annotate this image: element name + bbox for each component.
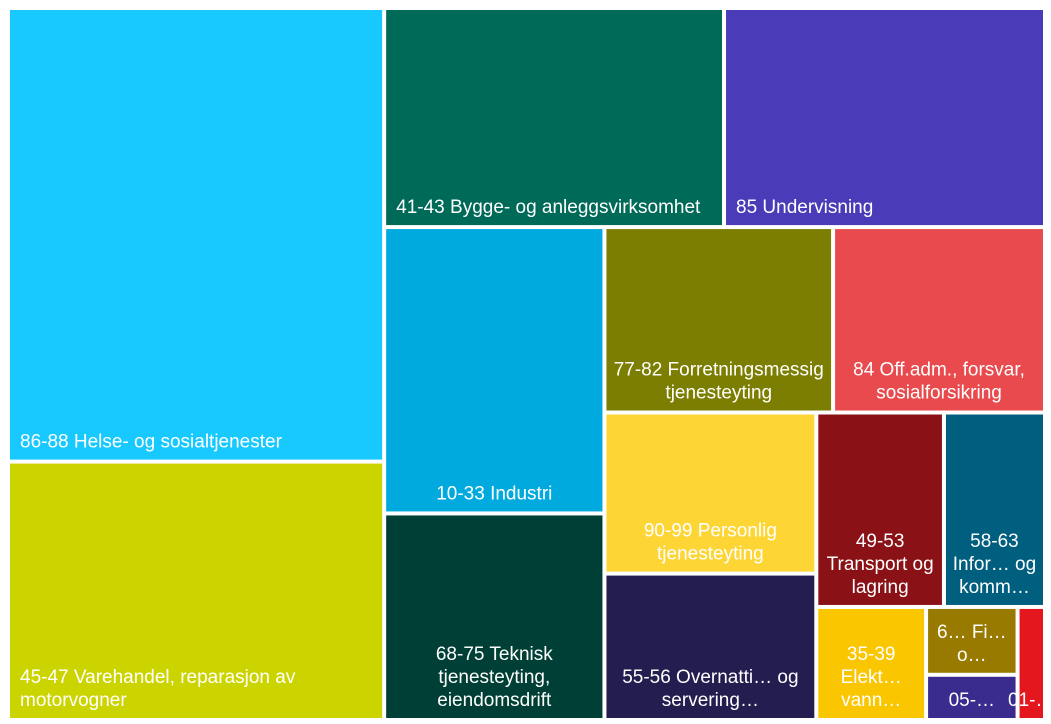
tile	[386, 515, 603, 718]
tile-label: 49-53 Transport og lagring	[827, 531, 934, 598]
tile-label: 55-56 Overnatti… og servering…	[622, 667, 798, 711]
tile	[928, 608, 1016, 673]
tile	[606, 229, 832, 411]
tile	[10, 463, 383, 718]
tile	[606, 575, 815, 718]
tile-label: 01-…	[1008, 690, 1051, 711]
tile	[1019, 608, 1043, 718]
tile	[945, 414, 1043, 605]
tile	[386, 10, 723, 226]
tile	[835, 229, 1043, 411]
tile	[386, 229, 603, 512]
tile	[606, 414, 815, 572]
tile	[928, 676, 1016, 718]
tile-label: 86-88 Helse- og sosialtjenester	[20, 432, 283, 453]
tile-label: 77-82 Forretningsmessig tjenesteyting	[614, 360, 824, 404]
tile-label: 05-…	[949, 690, 995, 711]
tile	[818, 608, 925, 718]
tile	[726, 10, 1043, 226]
tile-label: 41-43 Bygge- og anleggsvirksomhet	[396, 197, 701, 218]
tile-label: 35-39 Elekt… vann…	[841, 644, 902, 711]
tile-label: 84 Off.adm., forsvar, sosialforsikring	[853, 360, 1025, 404]
tile-label: 68-75 Teknisk tjenesteyting, eiendomsdrift	[436, 644, 553, 711]
tile-label: 58-63 Infor… og komm…	[953, 531, 1036, 598]
tile-label: 10-33 Industri	[436, 483, 552, 504]
tile-label: 90-99 Personlig tjenesteyting	[644, 521, 777, 565]
tile	[818, 414, 942, 605]
tile-label: 6… Fi… o…	[937, 622, 1007, 666]
tile-label: 45-47 Varehandel, reparasjon av motorvogn…	[20, 667, 296, 711]
tile-label: 85 Undervisning	[736, 197, 873, 218]
tile	[10, 10, 383, 460]
